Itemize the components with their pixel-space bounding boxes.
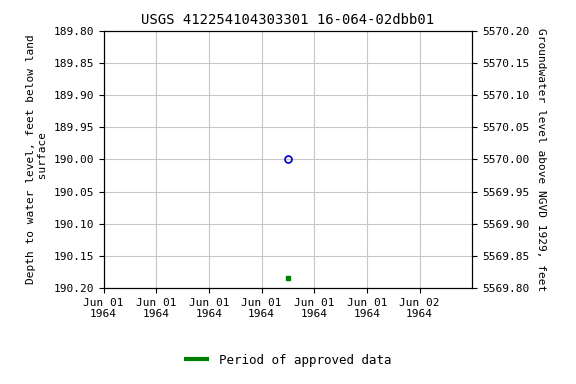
- Y-axis label: Depth to water level, feet below land
 surface: Depth to water level, feet below land su…: [26, 35, 48, 284]
- Y-axis label: Groundwater level above NGVD 1929, feet: Groundwater level above NGVD 1929, feet: [536, 28, 546, 291]
- Legend: Period of approved data: Period of approved data: [179, 349, 397, 372]
- Title: USGS 412254104303301 16-064-02dbb01: USGS 412254104303301 16-064-02dbb01: [142, 13, 434, 27]
